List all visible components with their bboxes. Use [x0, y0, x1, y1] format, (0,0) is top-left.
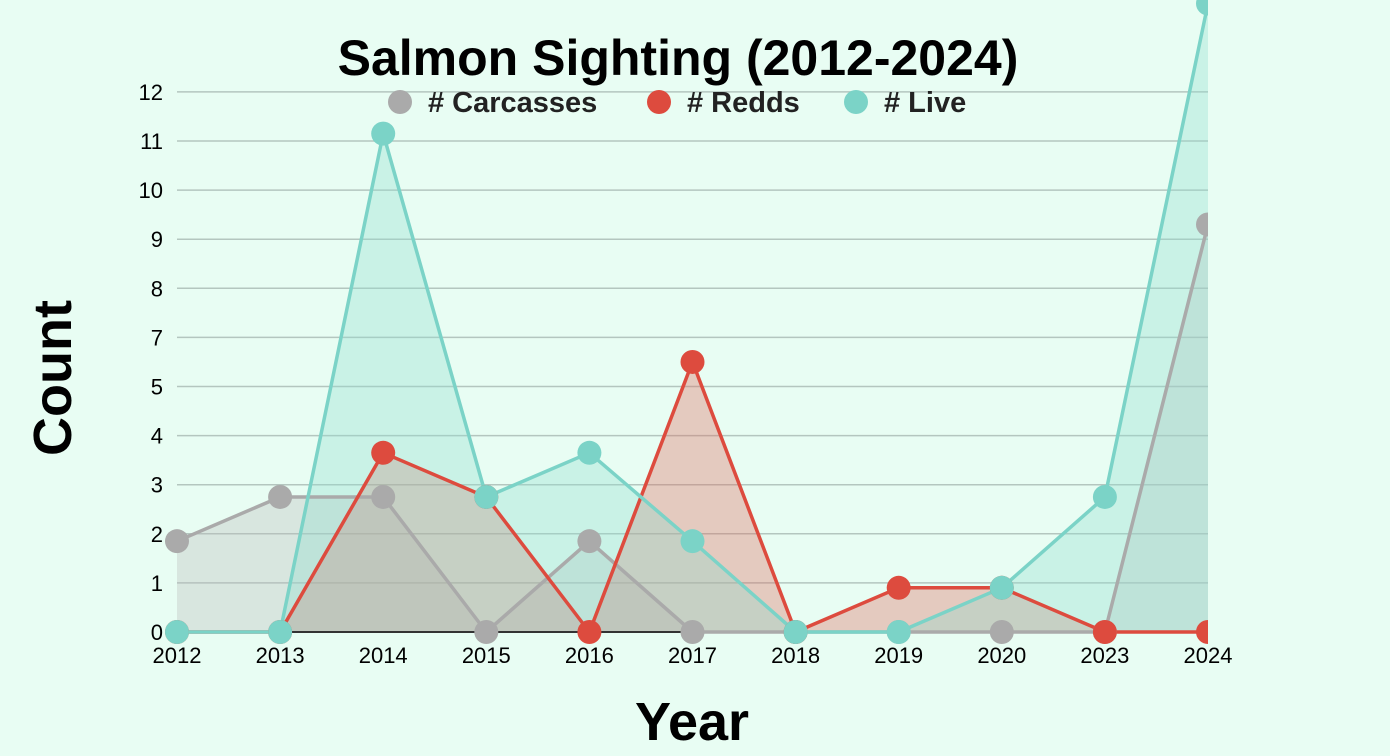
data-point[interactable]: [371, 440, 396, 465]
x-tick-label: 2014: [359, 643, 408, 668]
data-point[interactable]: [165, 620, 189, 644]
x-tick-labels: 2012 2013 2014 2015 2016 2017 2018 2019 2020 2023…: [153, 643, 1233, 668]
data-point[interactable]: [474, 484, 499, 509]
y-tick-label: 8: [151, 276, 163, 301]
legend-marker: [844, 90, 868, 114]
data-point[interactable]: [165, 529, 189, 554]
data-point[interactable]: [1196, 0, 1220, 16]
x-tick-label: 2017: [668, 643, 717, 668]
data-point[interactable]: [474, 620, 499, 644]
legend-label[interactable]: # Carcasses: [428, 87, 597, 119]
data-point[interactable]: [680, 620, 705, 644]
x-tick-label: 2019: [874, 643, 923, 668]
y-tick-label: 1: [151, 571, 163, 596]
y-tick-label: 4: [151, 424, 163, 449]
series-area: [177, 224, 1208, 632]
chart-title: Salmon Sighting (2012-2024): [338, 30, 1019, 86]
legend: # Carcasses # Redds # Live: [388, 87, 966, 119]
x-tick-label: 2023: [1080, 643, 1129, 668]
y-axis-title: Count: [23, 300, 83, 456]
y-tick-label: 3: [151, 473, 163, 498]
x-axis-title: Year: [635, 692, 749, 752]
y-tick-label: 7: [151, 325, 163, 350]
legend-marker: [647, 90, 671, 114]
data-point[interactable]: [268, 620, 293, 644]
x-tick-label: 2018: [771, 643, 820, 668]
data-point[interactable]: [680, 529, 705, 554]
data-point[interactable]: [371, 484, 396, 509]
data-point[interactable]: [577, 620, 602, 644]
data-point[interactable]: [268, 484, 293, 509]
x-tick-label: 2013: [256, 643, 305, 668]
data-point[interactable]: [886, 575, 911, 600]
x-tick-label: 2016: [565, 643, 614, 668]
x-tick-label: 2020: [977, 643, 1026, 668]
legend-label[interactable]: # Live: [884, 87, 966, 119]
data-point[interactable]: [989, 620, 1014, 644]
data-point[interactable]: [886, 620, 911, 644]
data-point[interactable]: [1196, 212, 1220, 237]
y-tick-label: 5: [151, 375, 163, 400]
grid-lines: [177, 91, 1208, 584]
data-point[interactable]: [371, 121, 396, 146]
y-tick-label: 9: [151, 227, 163, 252]
data-point[interactable]: [783, 620, 808, 644]
legend-marker: [388, 90, 412, 114]
legend-label[interactable]: # Redds: [687, 87, 800, 119]
data-point[interactable]: [577, 440, 602, 465]
data-point[interactable]: [577, 529, 602, 554]
data-point[interactable]: [989, 575, 1014, 600]
x-tick-label: 2024: [1184, 643, 1233, 668]
x-tick-label: 2015: [462, 643, 511, 668]
data-point[interactable]: [680, 349, 705, 374]
y-tick-label: 0: [151, 620, 163, 645]
series-points: [165, 0, 1220, 644]
y-tick-label: 2: [151, 522, 163, 547]
y-tick-label: 11: [140, 129, 163, 154]
data-point[interactable]: [1092, 484, 1117, 509]
y-tick-label: 12: [139, 80, 163, 105]
x-tick-label: 2012: [153, 643, 202, 668]
y-tick-label: 10: [139, 178, 163, 203]
data-point[interactable]: [1092, 620, 1117, 644]
data-point[interactable]: [1196, 620, 1220, 644]
